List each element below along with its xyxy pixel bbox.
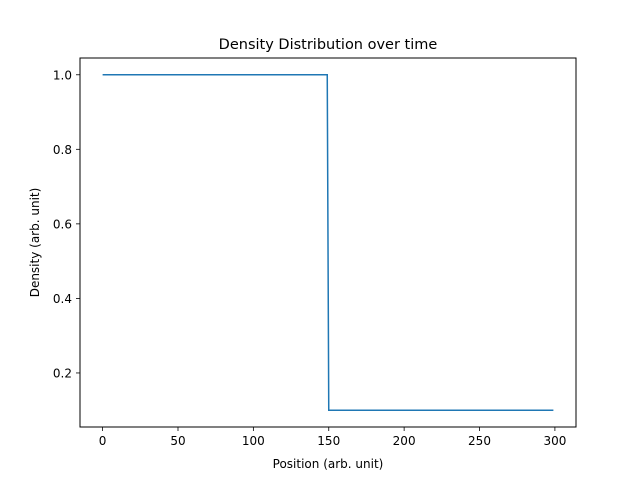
y-tick-label: 0.4 bbox=[53, 292, 72, 306]
x-tick-label: 250 bbox=[468, 434, 491, 448]
x-tick-label: 0 bbox=[99, 434, 107, 448]
plot-area bbox=[102, 74, 554, 411]
x-tick-label: 300 bbox=[543, 434, 566, 448]
x-axis-label: Position (arb. unit) bbox=[273, 457, 384, 471]
x-tick-label: 200 bbox=[393, 434, 416, 448]
x-axis: 0 50 100 150 200 250 300 bbox=[99, 427, 566, 448]
x-tick-label: 150 bbox=[317, 434, 340, 448]
y-tick-label: 0.8 bbox=[53, 143, 72, 157]
y-axis: 0.2 0.4 0.6 0.8 1.0 bbox=[53, 68, 80, 380]
y-axis-label: Density (arb. unit) bbox=[28, 188, 42, 298]
chart-title: Density Distribution over time bbox=[219, 37, 438, 53]
y-tick-label: 0.6 bbox=[53, 217, 72, 231]
y-tick-label: 1.0 bbox=[53, 68, 72, 82]
series-line-0 bbox=[102, 74, 554, 411]
x-tick-label: 100 bbox=[242, 434, 265, 448]
y-tick-label: 0.2 bbox=[53, 366, 72, 380]
x-tick-label: 50 bbox=[170, 434, 185, 448]
axes-frame bbox=[79, 57, 577, 428]
